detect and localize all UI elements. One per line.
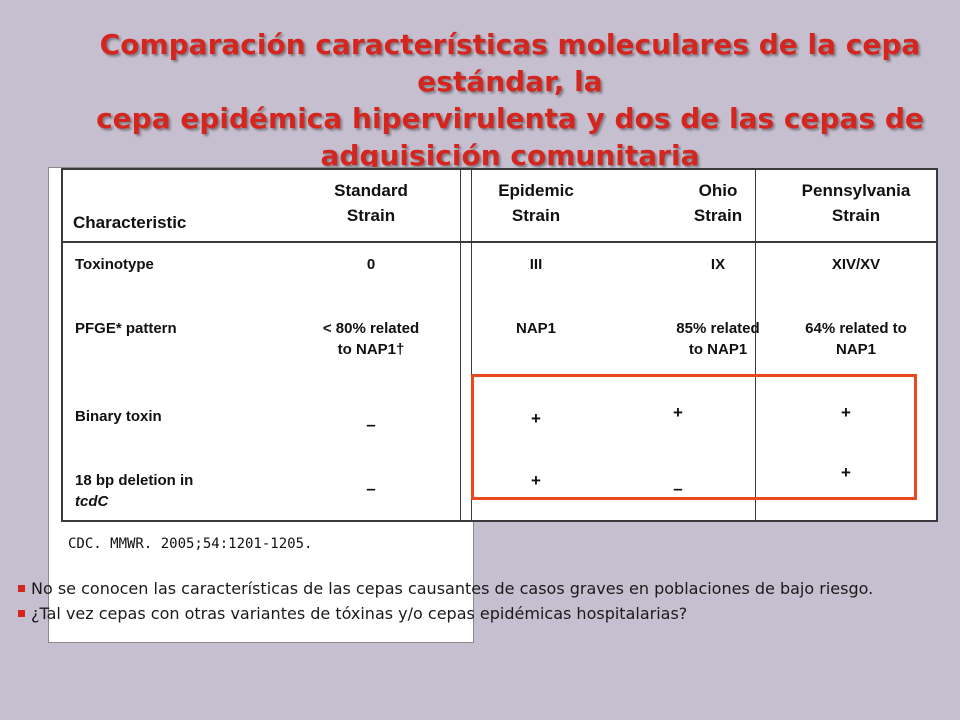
slide-title: Comparación características moleculares …	[70, 26, 950, 174]
bullet-item: No se conocen las características de las…	[14, 576, 949, 601]
header-ohio-strain: Ohio Strain	[693, 181, 743, 225]
header-standard-strain: Standard Strain	[334, 181, 408, 225]
title-line-1: Comparación características moleculares …	[99, 28, 921, 98]
cell-standard-binary-toxin: –	[366, 415, 376, 434]
row-label-18bp-deletion: 18 bp deletion in tcdC	[75, 472, 194, 510]
bullet-item: ¿Tal vez cepas con otras variantes de tó…	[14, 601, 949, 626]
cell-pennsylvania-binary-toxin: +	[841, 403, 851, 422]
column-divider	[471, 170, 472, 520]
cell-epidemic-toxinotype: III	[529, 256, 543, 273]
cell-epidemic-binary-toxin: +	[531, 409, 541, 428]
header-pennsylvania-strain: Pennsylvania Strain	[801, 181, 911, 225]
cell-ohio-18bp-deletion: –	[673, 479, 683, 498]
bullet-square-icon	[18, 610, 25, 617]
title-line-2: cepa epidémica hipervirulenta y dos de l…	[96, 102, 924, 135]
bullet-square-icon	[18, 585, 25, 592]
cell-epidemic-18bp-deletion: +	[531, 471, 541, 490]
row-label-binary-toxin: Binary toxin	[75, 408, 162, 425]
bullet-list: No se conocen las características de las…	[14, 576, 949, 626]
comparison-table: Characteristic Standard Strain Epidemic St…	[61, 168, 938, 522]
citation: CDC. MMWR. 2005;54:1201-1205.	[68, 536, 313, 552]
cell-ohio-pfge: 85% related to NAP1	[676, 320, 760, 358]
cell-epidemic-pfge: NAP1	[515, 320, 556, 337]
cell-pennsylvania-toxinotype: XIV/XV	[831, 256, 881, 273]
cell-standard-pfge: < 80% related to NAP1†	[322, 320, 420, 358]
column-divider	[460, 170, 461, 520]
header-characteristic: Characteristic	[73, 213, 187, 232]
row-label-toxinotype: Toxinotype	[75, 256, 154, 273]
cell-standard-toxinotype: 0	[366, 256, 376, 273]
cell-pennsylvania-pfge: 64% related to NAP1	[805, 320, 907, 358]
highlight-box	[471, 374, 917, 500]
cell-standard-18bp-deletion: –	[366, 479, 376, 498]
row-label-pfge: PFGE* pattern	[75, 320, 177, 337]
header-divider	[63, 241, 936, 243]
cell-pennsylvania-18bp-deletion: +	[841, 463, 851, 482]
title-line-3: adquisición comunitaria	[320, 139, 700, 172]
cell-ohio-toxinotype: IX	[710, 256, 726, 273]
column-divider	[755, 170, 756, 520]
header-epidemic-strain: Epidemic Strain	[498, 181, 574, 225]
cell-ohio-binary-toxin: +	[673, 403, 683, 422]
